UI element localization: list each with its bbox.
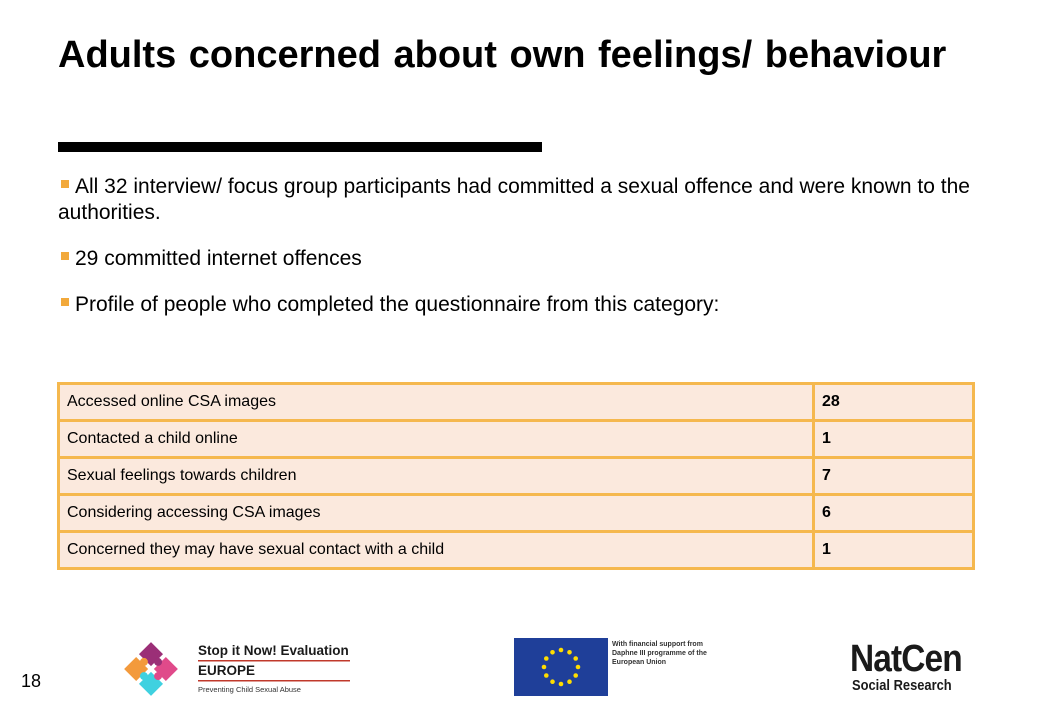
square-bullet-icon [61, 180, 69, 188]
row-label: Concerned they may have sexual contact w… [57, 530, 815, 570]
title-underline [58, 142, 542, 152]
slide-title: Adults concerned about own feelings/ beh… [58, 34, 947, 76]
row-label: Accessed online CSA images [57, 382, 815, 422]
bullet-text: All 32 interview/ focus group participan… [58, 175, 970, 224]
logo-tagline: Preventing Child Sexual Abuse [198, 685, 301, 694]
natcen-subtitle: Social Research [852, 677, 952, 694]
row-value: 1 [812, 530, 975, 570]
row-label: Sexual feelings towards children [57, 456, 815, 496]
eu-logo: With financial support from Daphne III p… [514, 638, 709, 698]
bullet-text: Profile of people who completed the ques… [75, 293, 720, 316]
table-row: Considering accessing CSA images 6 [57, 493, 975, 533]
bullet-item: Profile of people who completed the ques… [58, 292, 988, 318]
natcen-logo: NatCen Social Research [850, 638, 980, 700]
bullet-item: 29 committed internet offences [58, 246, 988, 272]
row-value: 7 [812, 456, 975, 496]
row-label: Contacted a child online [57, 419, 815, 459]
profile-table: Accessed online CSA images 28 Contacted … [57, 382, 975, 570]
row-value: 28 [812, 382, 975, 422]
stop-it-now-logo: Stop it Now! Evaluation EUROPE Preventin… [118, 636, 358, 702]
bullet-list: All 32 interview/ focus group participan… [58, 174, 988, 338]
square-bullet-icon [61, 298, 69, 306]
puzzle-logo-icon: Stop it Now! Evaluation EUROPE Preventin… [124, 642, 350, 696]
square-bullet-icon [61, 252, 69, 260]
natcen-name: NatCen [850, 638, 963, 680]
row-label: Considering accessing CSA images [57, 493, 815, 533]
logo-line-2: EUROPE [198, 663, 255, 678]
page-number: 18 [21, 671, 42, 691]
eu-support-text: With financial support from Daphne III p… [612, 641, 707, 666]
bullet-text: 29 committed internet offences [75, 247, 362, 270]
bullet-item: All 32 interview/ focus group participan… [58, 174, 988, 226]
logo-line-1: Stop it Now! Evaluation [198, 643, 349, 658]
table-row: Concerned they may have sexual contact w… [57, 530, 975, 570]
eu-flag-icon [514, 638, 608, 696]
table-row: Sexual feelings towards children 7 [57, 456, 975, 496]
row-value: 1 [812, 419, 975, 459]
row-value: 6 [812, 493, 975, 533]
table-row: Accessed online CSA images 28 [57, 382, 975, 422]
table-row: Contacted a child online 1 [57, 419, 975, 459]
